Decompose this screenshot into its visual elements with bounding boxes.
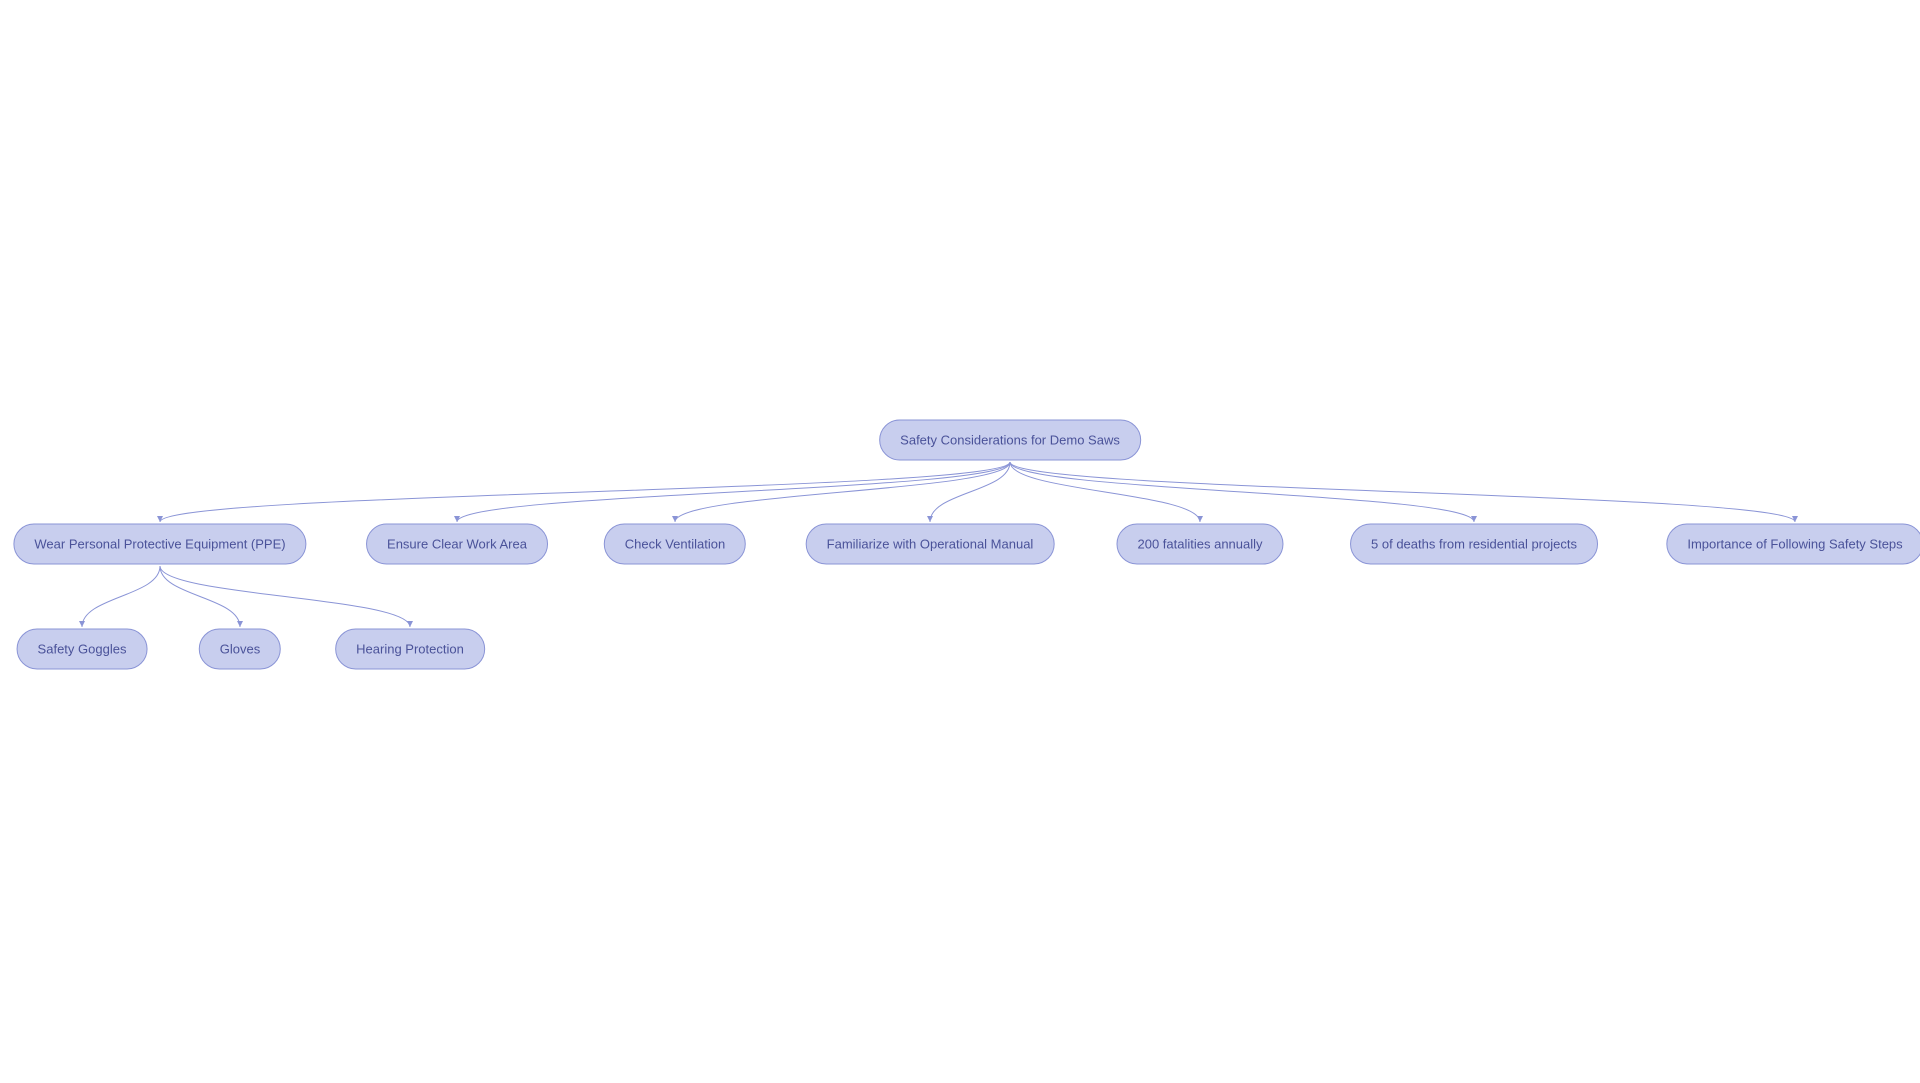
edge-root-ppe [160,462,1010,522]
edge-root-vent [675,462,1010,522]
node-hearing: Hearing Protection [335,629,485,670]
edge-ppe-hearing [160,566,410,627]
edge-ppe-gloves [160,566,240,627]
node-gloves: Gloves [199,629,281,670]
edge-root-deaths [1010,462,1474,522]
edge-root-manual [930,462,1010,522]
node-manual: Familiarize with Operational Manual [806,524,1055,565]
node-deaths: 5 of deaths from residential projects [1350,524,1598,565]
node-clear: Ensure Clear Work Area [366,524,548,565]
node-fatal: 200 fatalities annually [1116,524,1283,565]
edge-root-fatal [1010,462,1200,522]
edge-root-clear [457,462,1010,522]
edge-ppe-goggles [82,566,160,627]
node-vent: Check Ventilation [604,524,746,565]
node-goggles: Safety Goggles [17,629,148,670]
diagram-canvas: Safety Considerations for Demo Saws Wear … [0,0,1920,1083]
node-root: Safety Considerations for Demo Saws [879,420,1141,461]
node-steps: Importance of Following Safety Steps [1666,524,1920,565]
edge-root-steps [1010,462,1795,522]
node-ppe: Wear Personal Protective Equipment (PPE) [13,524,306,565]
